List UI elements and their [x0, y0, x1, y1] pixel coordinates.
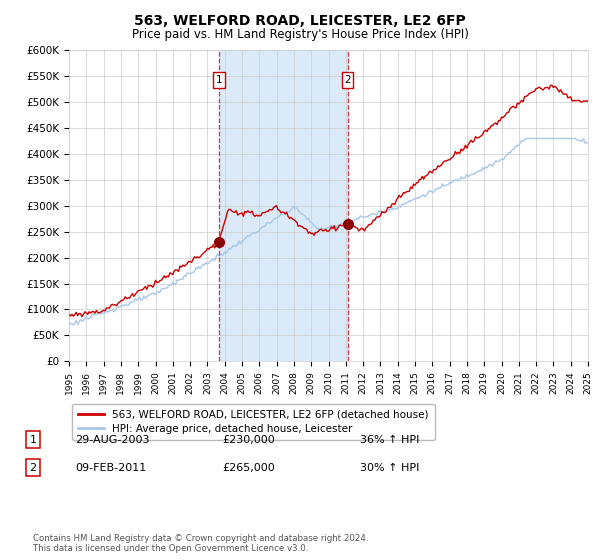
Bar: [219, 50, 347, 361]
Text: 29-AUG-2003: 29-AUG-2003: [75, 435, 149, 445]
Text: Contains HM Land Registry data © Crown copyright and database right 2024.
This d: Contains HM Land Registry data © Crown c…: [33, 534, 368, 553]
Text: 2: 2: [344, 75, 351, 85]
Text: £265,000: £265,000: [222, 463, 275, 473]
Text: 30% ↑ HPI: 30% ↑ HPI: [360, 463, 419, 473]
Text: £230,000: £230,000: [222, 435, 275, 445]
Text: 36% ↑ HPI: 36% ↑ HPI: [360, 435, 419, 445]
Text: 563, WELFORD ROAD, LEICESTER, LE2 6FP: 563, WELFORD ROAD, LEICESTER, LE2 6FP: [134, 14, 466, 28]
Text: Price paid vs. HM Land Registry's House Price Index (HPI): Price paid vs. HM Land Registry's House …: [131, 28, 469, 41]
Text: 1: 1: [215, 75, 222, 85]
Text: 1: 1: [29, 435, 37, 445]
Text: 09-FEB-2011: 09-FEB-2011: [75, 463, 146, 473]
Legend: 563, WELFORD ROAD, LEICESTER, LE2 6FP (detached house), HPI: Average price, deta: 563, WELFORD ROAD, LEICESTER, LE2 6FP (d…: [71, 404, 435, 440]
Text: 2: 2: [29, 463, 37, 473]
